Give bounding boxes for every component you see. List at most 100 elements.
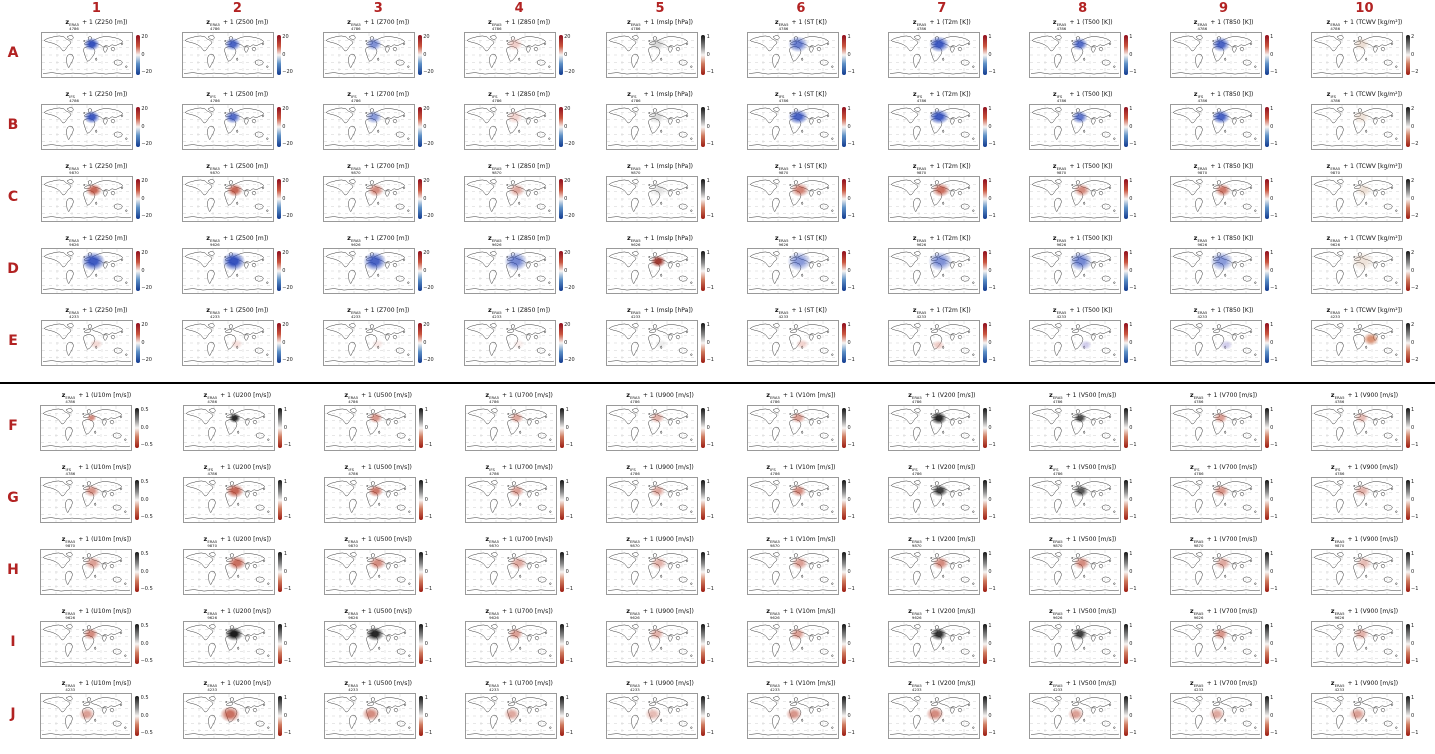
latent-superscript: ERA5	[630, 22, 641, 27]
latent-superscript: ERA5	[350, 310, 361, 315]
latent-superscript: ERA5	[911, 395, 922, 400]
title-suffix: + 1	[222, 91, 234, 98]
colorbar-gradient	[841, 179, 846, 219]
map-H1	[40, 549, 133, 595]
colorbar-tick: −1	[706, 658, 714, 664]
latent-superscript: ERA5	[69, 22, 80, 27]
colorbar-gradient	[276, 251, 281, 291]
latent-superscript: ERA5	[1056, 238, 1067, 243]
latent-supsub: ERA5 4233	[770, 684, 780, 692]
latent-superscript: IFS	[351, 94, 357, 99]
latent-symbol: z	[488, 234, 492, 242]
latent-symbol: z	[65, 18, 70, 26]
title-suffix: + 1	[363, 235, 375, 242]
colorbar-gradient	[1405, 179, 1410, 219]
world-map-svg	[325, 406, 415, 450]
row-label-D: D	[7, 261, 19, 277]
map-and-colorbar: 1 0 −1	[746, 693, 855, 739]
variable-label: (TCWV [kg/m²])	[1355, 91, 1403, 98]
title-suffix: + 1	[791, 307, 803, 314]
latent-supsub: ERA5 4786	[65, 396, 75, 404]
panel-F1: z ERA5 4786 + 1 (U10m [m/s]) 0.5 0.0 −0.5	[26, 390, 167, 462]
latent-subscript: 4233	[778, 314, 789, 319]
panel-H3: z ERA5 9870 + 1 (U500 [m/s]) 1 0 −1	[308, 534, 449, 606]
panel-H8: z ERA5 9870 + 1 (V500 [m/s]) 1 0 −1	[1012, 534, 1153, 606]
colorbar-tick: −1	[283, 730, 292, 736]
variable-label: (T850 [K])	[1223, 19, 1254, 26]
colorbar-ticks: 1 0 −1	[1270, 323, 1277, 363]
colorbar-ticks: 20 0 −20	[282, 35, 293, 75]
colorbar: 20 0 −20	[417, 35, 434, 75]
row-label-A: A	[7, 45, 19, 61]
title-suffix: + 1	[791, 235, 803, 242]
colorbar: 1 0 −1	[1405, 696, 1418, 736]
title-suffix: + 1	[1065, 608, 1077, 615]
colorbar-tick: 1	[706, 34, 710, 40]
colorbar-ticks: 1 0 −1	[425, 408, 432, 448]
colorbar-tick: 0	[706, 712, 710, 719]
latent-superscript: ERA5	[1052, 395, 1063, 400]
map-and-colorbar: 20 0 −20	[40, 104, 152, 150]
latent-superscript: ERA5	[1197, 166, 1208, 171]
panel-title: z ERA5 4233 + 1 (U500 [m/s])	[330, 679, 426, 692]
latent-supsub: IFS 4786	[1194, 468, 1204, 476]
panel-E10: z ERA5 4233 + 1 (TCWV [kg/m²]) 2 0 −2	[1294, 305, 1435, 377]
panel-D3: z ERA5 9626 + 1 (Z700 [m]) 20 0 −20	[308, 233, 449, 305]
map-I10	[1310, 621, 1403, 667]
colorbar-tick: 0	[1129, 712, 1133, 719]
title-suffix: + 1	[642, 392, 654, 399]
latent-superscript: ERA5	[489, 611, 500, 616]
latent-symbol: z	[1052, 306, 1057, 314]
latent-superscript: IFS	[912, 467, 918, 472]
map-and-colorbar: 1 0 −1	[183, 405, 291, 451]
colorbar-ticks: 20 0 −20	[141, 107, 152, 147]
panel-I5: z ERA5 9626 + 1 (U900 [m/s]) 1 0 −1	[590, 606, 731, 678]
title-suffix: + 1	[642, 680, 654, 687]
column-header-1: 1	[91, 1, 101, 16]
map-E10	[1310, 320, 1403, 366]
map-and-colorbar: 20 0 −20	[40, 176, 152, 222]
map-and-colorbar: 1 0 −1	[1169, 549, 1278, 595]
map-A6	[746, 32, 839, 78]
latent-symbol: z	[1330, 391, 1335, 399]
world-map-svg	[184, 622, 274, 666]
colorbar-tick: 0	[141, 267, 145, 274]
latent-supsub: ERA5 4786	[1194, 396, 1204, 404]
title-suffix: + 1	[1343, 307, 1354, 314]
colorbar-gradient	[841, 251, 846, 291]
colorbar-tick: 0	[988, 51, 992, 58]
colorbar-tick: 0	[1411, 123, 1415, 130]
colorbar: 1 0 −1	[278, 552, 291, 592]
world-map-svg	[1030, 105, 1120, 149]
colorbar-tick: 20	[282, 106, 289, 112]
latent-superscript: ERA5	[1330, 238, 1341, 243]
colorbar-tick: 0	[283, 712, 288, 719]
latent-superscript: ERA5	[1193, 539, 1204, 544]
colorbar: 20 0 −20	[276, 251, 293, 291]
colorbar-gradient	[278, 624, 283, 664]
panel-title: z ERA5 9870 + 1 (Z700 [m])	[330, 162, 426, 175]
colorbar-ticks: 1 0 −1	[1270, 251, 1277, 291]
colorbar-tick: 0.5	[140, 407, 149, 413]
latent-subscript: 9870	[630, 543, 640, 548]
latent-superscript: ERA5	[911, 683, 922, 688]
colorbar-tick: −1	[565, 586, 574, 592]
colorbar: 1 0 −1	[982, 35, 996, 75]
latent-superscript: ERA5	[1052, 683, 1063, 688]
map-B8	[1028, 104, 1121, 150]
latent-subscript: 4786	[65, 399, 76, 404]
map-C2	[181, 176, 274, 222]
variable-label: (V200 [m/s])	[937, 536, 976, 543]
panel-A5: z ERA5 4786 + 1 (mslp [hPa]) 1 0 −1	[590, 17, 731, 89]
colorbar-tick: 0	[1411, 51, 1415, 58]
latent-subscript: 4786	[770, 399, 780, 404]
colorbar-tick: −1	[1270, 442, 1278, 448]
map-and-colorbar: 1 0 −1	[1169, 248, 1278, 294]
variable-label: (V500 [m/s])	[1078, 608, 1117, 615]
variable-label: (V700 [m/s])	[1219, 464, 1258, 471]
title-suffix: + 1	[222, 163, 234, 170]
map-J1	[40, 693, 133, 739]
panel-title: z ERA5 9626 + 1 (Z500 [m])	[189, 234, 285, 247]
world-map-svg	[1312, 478, 1402, 522]
